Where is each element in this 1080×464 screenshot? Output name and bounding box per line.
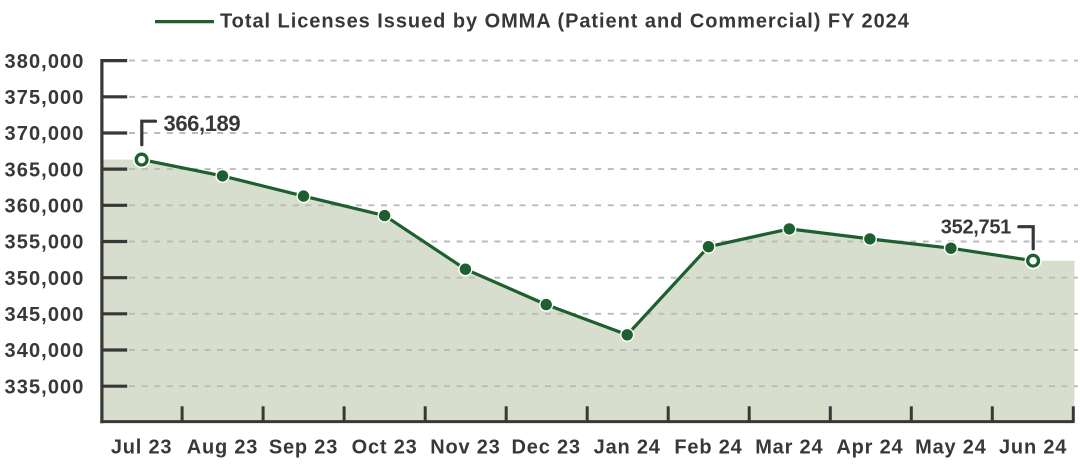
svg-text:Mar 24: Mar 24: [755, 436, 823, 458]
svg-text:335,000: 335,000: [5, 376, 85, 398]
svg-text:Sep 23: Sep 23: [269, 436, 338, 458]
svg-text:380,000: 380,000: [5, 51, 85, 73]
svg-text:Aug 23: Aug 23: [187, 436, 258, 458]
svg-text:May 24: May 24: [915, 436, 987, 458]
svg-text:Oct 23: Oct 23: [352, 436, 418, 458]
svg-text:Dec 23: Dec 23: [512, 436, 581, 458]
svg-text:370,000: 370,000: [5, 123, 85, 145]
svg-text:360,000: 360,000: [5, 196, 85, 218]
svg-text:350,000: 350,000: [5, 268, 85, 290]
svg-text:366,189: 366,189: [164, 111, 241, 136]
svg-text:Jul 23: Jul 23: [111, 436, 173, 458]
svg-text:Apr 24: Apr 24: [836, 436, 903, 458]
svg-text:375,000: 375,000: [5, 87, 85, 109]
svg-text:Feb 24: Feb 24: [674, 436, 742, 458]
svg-text:Jan 24: Jan 24: [594, 436, 661, 458]
svg-text:340,000: 340,000: [5, 340, 85, 362]
svg-text:Total Licenses Issued by OMMA: Total Licenses Issued by OMMA (Patient a…: [220, 11, 910, 33]
svg-text:355,000: 355,000: [5, 232, 85, 254]
svg-text:345,000: 345,000: [5, 304, 85, 326]
svg-text:Jun 24: Jun 24: [999, 436, 1067, 458]
svg-text:Nov 23: Nov 23: [430, 436, 500, 458]
svg-text:365,000: 365,000: [5, 159, 85, 181]
svg-text:352,751: 352,751: [941, 217, 1011, 239]
